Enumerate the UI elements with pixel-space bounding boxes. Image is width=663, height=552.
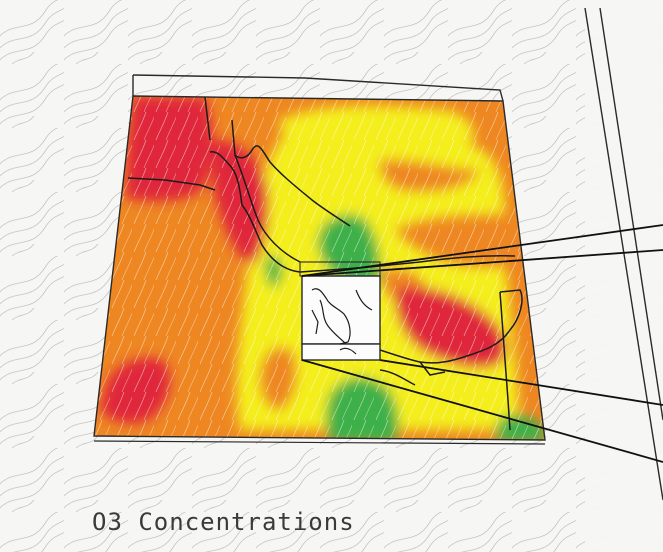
ozone-field — [94, 96, 545, 440]
zoom-inset — [299, 261, 381, 361]
domain-box-frame — [132, 7, 663, 501]
map-caption: O3 Concentrations — [92, 508, 355, 536]
callout-lines — [301, 224, 663, 463]
coastlines-and-borders — [127, 96, 523, 431]
map-domain-outline — [93, 95, 546, 441]
map-base-edge — [93, 440, 546, 445]
